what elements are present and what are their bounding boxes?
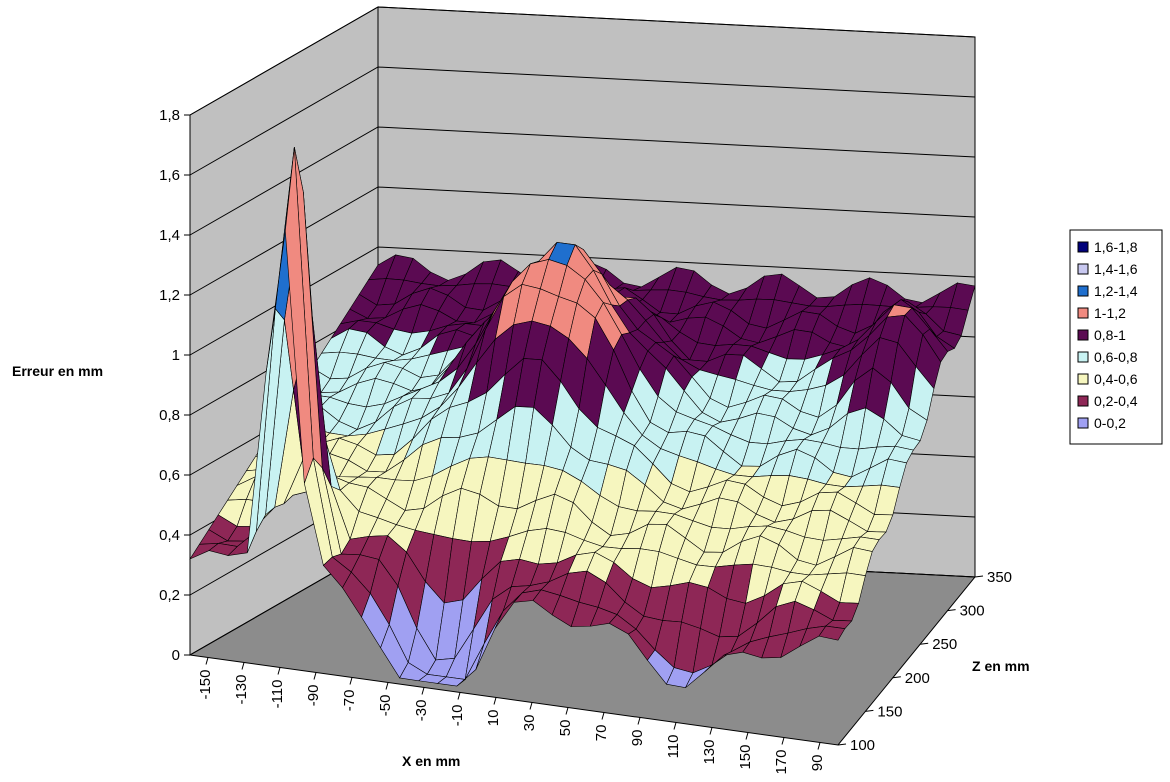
- z-tick-label: 250: [932, 636, 957, 653]
- z-tick-label: 300: [960, 603, 985, 620]
- x-tick-mark: [241, 662, 245, 670]
- z-axis-title: Z en mm: [972, 658, 1030, 674]
- x-tick-mark: [385, 682, 389, 690]
- legend-swatch: [1077, 285, 1089, 297]
- legend-label: 0,8-1: [1094, 327, 1126, 343]
- z-tick-mark: [920, 642, 929, 645]
- y-tick-label: 1,8: [159, 107, 180, 124]
- z-tick-label: 100: [850, 737, 875, 754]
- x-tick-label: 150: [737, 745, 754, 770]
- legend-swatch: [1077, 395, 1089, 407]
- y-axis-ticks: 0 0,2 0,4 0,6 0,8 1 1,2 1,4 1,6 1,8: [159, 107, 190, 664]
- x-tick-mark: [565, 707, 569, 715]
- x-tick-label: 170: [773, 750, 790, 775]
- x-tick-label: -110: [269, 680, 286, 709]
- x-tick-mark: [313, 672, 317, 680]
- x-tick-label: -10: [449, 705, 466, 727]
- y-gridline: [189, 186, 976, 296]
- legend-label: 1-1,2: [1094, 305, 1126, 321]
- y-tick-label: 0,6: [159, 467, 180, 484]
- x-tick-mark: [205, 657, 209, 665]
- y-tick-label: 0: [172, 647, 180, 664]
- x-tick-label: -50: [377, 695, 394, 717]
- x-tick-mark: [349, 677, 353, 685]
- x-tick-mark: [529, 702, 533, 710]
- x-tick-mark: [493, 697, 497, 705]
- y-tick-label: 0,2: [159, 587, 180, 604]
- z-tick-mark: [837, 743, 847, 746]
- y-gridline: [189, 6, 976, 116]
- x-tick-mark: [637, 717, 641, 725]
- legend-label: 1,2-1,4: [1094, 283, 1138, 299]
- legend-label: 0,2-0,4: [1094, 393, 1138, 409]
- x-tick-label: 70: [593, 725, 610, 742]
- legend-swatch: [1077, 417, 1089, 429]
- legend: 1,6-1,8 1,4-1,6 1,2-1,4 1-1,2 0,8-1 0,6-0,8 0,…: [1069, 229, 1163, 445]
- y-tick-label: 0,4: [159, 527, 180, 544]
- x-tick-label: -70: [341, 690, 358, 712]
- legend-swatch: [1077, 307, 1089, 319]
- x-axis-ticks: -150 -130 -110 -90 -70 -50 -30 -10 10 30 50 70 90 110…: [197, 657, 826, 775]
- x-tick-mark: [673, 722, 677, 730]
- x-tick-label: 30: [521, 715, 538, 732]
- x-tick-label: 130: [701, 740, 718, 765]
- x-tick-mark: [421, 687, 425, 695]
- legend-swatch: [1077, 373, 1089, 385]
- legend-label: 1,6-1,8: [1094, 239, 1138, 255]
- z-tick-mark: [892, 676, 901, 679]
- z-tick-mark: [947, 609, 956, 612]
- x-tick-label: 90: [809, 755, 826, 772]
- x-tick-label: 110: [665, 735, 682, 759]
- z-tick-label: 350: [987, 569, 1012, 586]
- x-tick-mark: [817, 742, 821, 750]
- x-tick-mark: [457, 692, 461, 700]
- x-tick-mark: [781, 737, 785, 745]
- x-tick-label: -130: [233, 675, 250, 705]
- x-tick-label: -30: [413, 700, 430, 722]
- y-tick-label: 1: [172, 347, 180, 364]
- surface-cell: [818, 625, 846, 641]
- x-axis-title: X en mm: [402, 753, 460, 769]
- z-tick-mark: [974, 575, 984, 578]
- x-tick-mark: [745, 732, 749, 740]
- x-tick-label: 90: [629, 730, 646, 747]
- x-tick-label: -90: [305, 685, 322, 707]
- legend-swatch: [1077, 329, 1089, 341]
- legend-label: 0,4-0,6: [1094, 371, 1138, 387]
- y-gridline: [189, 126, 976, 236]
- legend-swatch: [1077, 263, 1089, 275]
- surface-mesh: [189, 146, 976, 689]
- z-tick-label: 150: [877, 703, 902, 720]
- legend-swatch: [1077, 241, 1089, 253]
- x-tick-mark: [601, 712, 605, 720]
- z-tick-label: 200: [905, 670, 930, 687]
- y-gridline: [189, 66, 976, 176]
- x-tick-label: -150: [197, 670, 214, 700]
- legend-label: 0,6-0,8: [1094, 349, 1138, 365]
- y-gridline: [189, 246, 976, 356]
- y-tick-label: 1,4: [159, 227, 180, 244]
- y-tick-label: 1,2: [159, 287, 180, 304]
- legend-swatch: [1077, 351, 1089, 363]
- x-tick-mark: [709, 727, 713, 735]
- x-tick-mark: [277, 667, 281, 675]
- y-tick-label: 1,6: [159, 167, 180, 184]
- legend-label: 0-0,2: [1094, 415, 1126, 431]
- y-axis-title: Erreur en mm: [12, 363, 103, 379]
- y-tick-label: 0,8: [159, 407, 180, 424]
- legend-label: 1,4-1,6: [1094, 261, 1138, 277]
- x-tick-label: 10: [485, 710, 502, 727]
- z-tick-mark: [865, 709, 874, 712]
- x-tick-label: 50: [557, 720, 574, 737]
